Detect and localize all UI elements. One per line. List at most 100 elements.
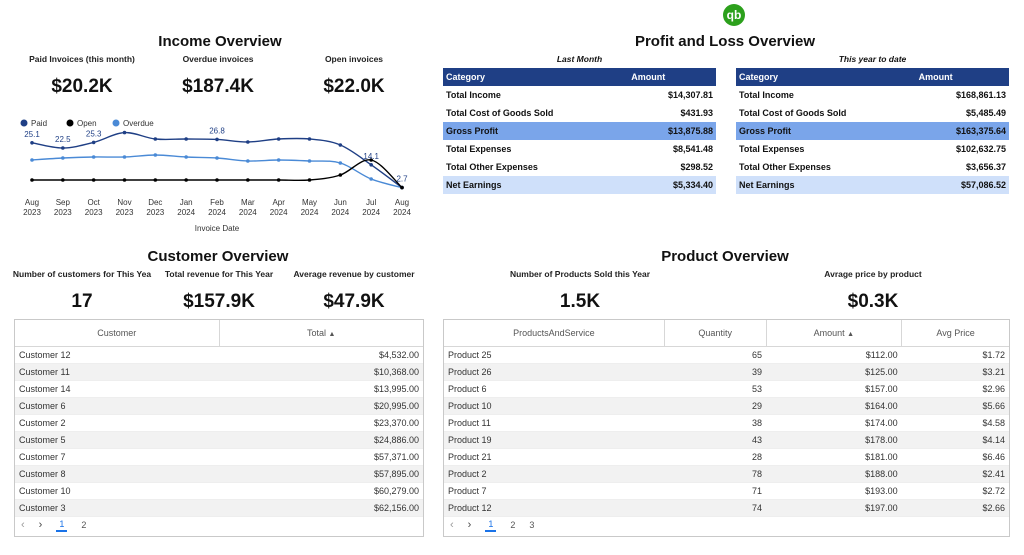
table-cell: $4.14 [901, 431, 1009, 449]
data-point-open [122, 178, 127, 182]
x-tick-month: Jan [180, 198, 193, 207]
page-2-link[interactable]: 2 [510, 520, 516, 530]
data-point-open [30, 178, 34, 182]
column-header-amount[interactable]: Amount ▲ [766, 320, 903, 347]
table-cell: Customer 8 [15, 465, 219, 483]
data-point-paid [122, 130, 127, 135]
table-cell: $2.41 [901, 465, 1009, 483]
data-point-open [369, 158, 373, 162]
table-row[interactable]: Product 25 65 $112.00 $1.72 [444, 346, 1009, 364]
table-row[interactable]: Customer 10 $60,279.00 [15, 482, 423, 500]
customer-count-value: 17 [71, 291, 93, 312]
table-cell: Customer 10 [15, 482, 219, 500]
table-cell: 65 [664, 346, 767, 364]
data-point-open [276, 178, 281, 182]
data-point-open [246, 178, 250, 182]
pl-ytd-table: Category Amount Total Income $168,861.13 … [736, 68, 1009, 194]
data-point-paid [91, 140, 96, 145]
table-cell: $13,995.00 [219, 380, 423, 398]
prev-page-icon[interactable]: ‹ [21, 519, 25, 531]
table-row[interactable]: Product 21 28 $181.00 $6.46 [444, 448, 1009, 466]
data-point-overdue [369, 177, 373, 181]
column-header-product[interactable]: ProductsAndService [444, 320, 665, 347]
column-header-total[interactable]: Total ▲ [219, 320, 423, 347]
page-1-link[interactable]: 1 [485, 519, 497, 532]
table-row[interactable]: Customer 2 $23,370.00 [15, 414, 423, 432]
page-1-link[interactable]: 1 [56, 519, 68, 532]
table-cell: 43 [664, 431, 767, 449]
data-point-open [61, 178, 65, 182]
table-row[interactable]: Customer 7 $57,371.00 [15, 448, 423, 466]
table-cell: Product 6 [444, 380, 665, 398]
column-header-avg-price[interactable]: Avg Price [901, 320, 1009, 347]
pl-amount: $57,086.52 [918, 176, 1009, 194]
table-row[interactable]: Customer 5 $24,886.00 [15, 431, 423, 449]
table-row[interactable]: Customer 8 $57,895.00 [15, 465, 423, 483]
pl-row: Total Cost of Goods Sold $5,485.49 [736, 104, 1009, 122]
open-invoices-value: $22.0K [323, 76, 385, 97]
column-header-text: Avg Price [936, 328, 975, 338]
x-tick-month: May [302, 198, 317, 207]
table-row[interactable]: Product 26 39 $125.00 $3.21 [444, 363, 1009, 381]
column-header-quantity[interactable]: Quantity [664, 320, 767, 347]
page-2-link[interactable]: 2 [81, 520, 87, 530]
total-revenue-value: $157.9K [183, 291, 255, 312]
table-row[interactable]: Product 6 53 $157.00 $2.96 [444, 380, 1009, 398]
next-page-icon[interactable]: › [38, 519, 43, 531]
table-cell: $5.66 [901, 397, 1009, 415]
table-cell: Product 21 [444, 448, 665, 466]
overdue-invoices-value: $187.4K [182, 76, 254, 97]
table-cell: $24,886.00 [219, 431, 423, 449]
column-header-text: Quantity [698, 328, 732, 338]
pl-category: Gross Profit [443, 122, 632, 140]
column-header-text: Customer [97, 328, 137, 338]
pl-row: Total Income $14,307.81 [443, 86, 716, 104]
column-header-customer[interactable]: Customer [15, 320, 220, 347]
pl-row: Total Income $168,861.13 [736, 86, 1009, 104]
table-row[interactable]: Customer 12 $4,532.00 [15, 346, 423, 364]
next-page-icon[interactable]: › [467, 519, 472, 531]
table-cell: $174.00 [766, 414, 902, 432]
table-row[interactable]: Customer 6 $20,995.00 [15, 397, 423, 415]
legend-marker-open [66, 119, 74, 127]
pl-row: Gross Profit $163,375.64 [736, 122, 1009, 140]
data-point-open [153, 178, 158, 182]
pl-last-month-header: Category Amount [443, 68, 716, 86]
table-cell: Product 2 [444, 465, 665, 483]
table-cell: Product 26 [444, 363, 665, 381]
table-cell: $193.00 [766, 482, 902, 500]
table-cell: Customer 12 [15, 346, 219, 364]
table-row[interactable]: Product 12 74 $197.00 $2.66 [444, 499, 1009, 517]
prev-page-icon[interactable]: ‹ [450, 519, 454, 531]
pl-amount: $3,656.37 [965, 162, 1006, 172]
data-label: 22.5 [55, 135, 71, 144]
pl-category: Total Income [739, 90, 794, 100]
x-tick-year: 2023 [116, 208, 134, 217]
page-3-link[interactable]: 3 [529, 520, 535, 530]
table-row[interactable]: Product 19 43 $178.00 $4.14 [444, 431, 1009, 449]
table-cell: $23,370.00 [219, 414, 423, 432]
data-label: 25.1 [24, 130, 40, 139]
pl-amount: $163,375.64 [918, 122, 1009, 140]
total-revenue-label: Total revenue for This Year [164, 269, 274, 279]
table-row[interactable]: Product 7 71 $193.00 $2.72 [444, 482, 1009, 500]
x-axis-label: Invoice Date [195, 224, 240, 233]
customer-table: Customer Total ▲ Customer 12 $4,532.00 Cus… [15, 320, 423, 517]
table-row[interactable]: Product 10 29 $164.00 $5.66 [444, 397, 1009, 415]
table-row[interactable]: Customer 11 $10,368.00 [15, 363, 423, 381]
data-label: 26.8 [209, 126, 225, 135]
x-tick-year: 2024 [362, 208, 380, 217]
table-cell: $1.72 [901, 346, 1009, 364]
pl-overview-title: Profit and Loss Overview [634, 33, 816, 50]
table-row[interactable]: Customer 3 $62,156.00 [15, 499, 423, 517]
pl-row: Total Expenses $102,632.75 [736, 140, 1009, 158]
x-tick-year: 2024 [177, 208, 195, 217]
x-tick-year: 2023 [146, 208, 164, 217]
pl-amount: $5,485.49 [965, 108, 1006, 118]
last-month-caption: Last Month [556, 54, 603, 64]
table-row[interactable]: Product 2 78 $188.00 $2.41 [444, 465, 1009, 483]
table-row[interactable]: Customer 14 $13,995.00 [15, 380, 423, 398]
table-cell: 78 [664, 465, 767, 483]
data-point-overdue [122, 155, 127, 159]
table-row[interactable]: Product 11 38 $174.00 $4.58 [444, 414, 1009, 432]
